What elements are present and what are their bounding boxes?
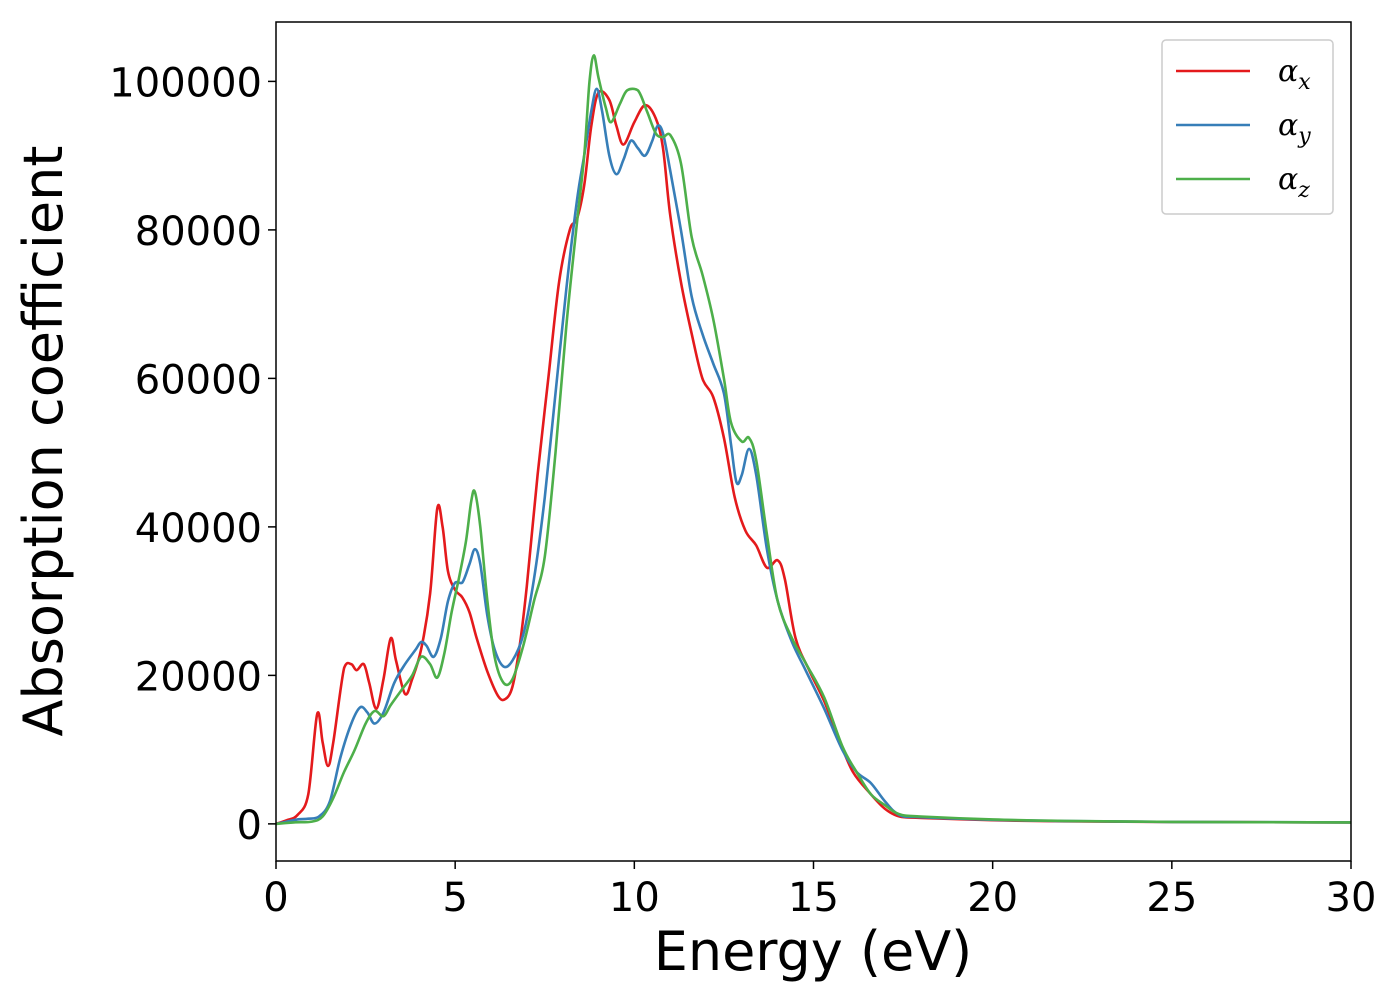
x-tick-label: 20 [967,875,1018,921]
y-tick-label: 100000 [109,60,262,106]
y-tick-label: 80000 [135,209,262,255]
y-tick-label: 40000 [135,506,262,552]
x-tick-label: 25 [1146,875,1197,921]
y-ticks: 0 20000 40000 60000 80000 100000 [109,60,276,849]
x-tick-label: 5 [442,875,467,921]
y-tick-label: 60000 [135,357,262,403]
x-tick-label: 30 [1326,875,1377,921]
x-ticks: 0 5 10 15 20 25 30 [263,861,1376,921]
series-line-z [275,54,1352,826]
x-tick-label: 15 [788,875,839,921]
x-tick-label: 10 [609,875,660,921]
y-tick-label: 20000 [135,654,262,700]
series-line-y [275,87,1352,826]
series-layer [275,54,1352,826]
legend-frame [1161,39,1334,215]
x-axis-title: Energy (eV) [654,920,973,983]
y-tick-label: 0 [237,803,262,849]
x-tick-label: 0 [263,875,288,921]
y-axis-title: Absorption coefficient [12,146,75,737]
